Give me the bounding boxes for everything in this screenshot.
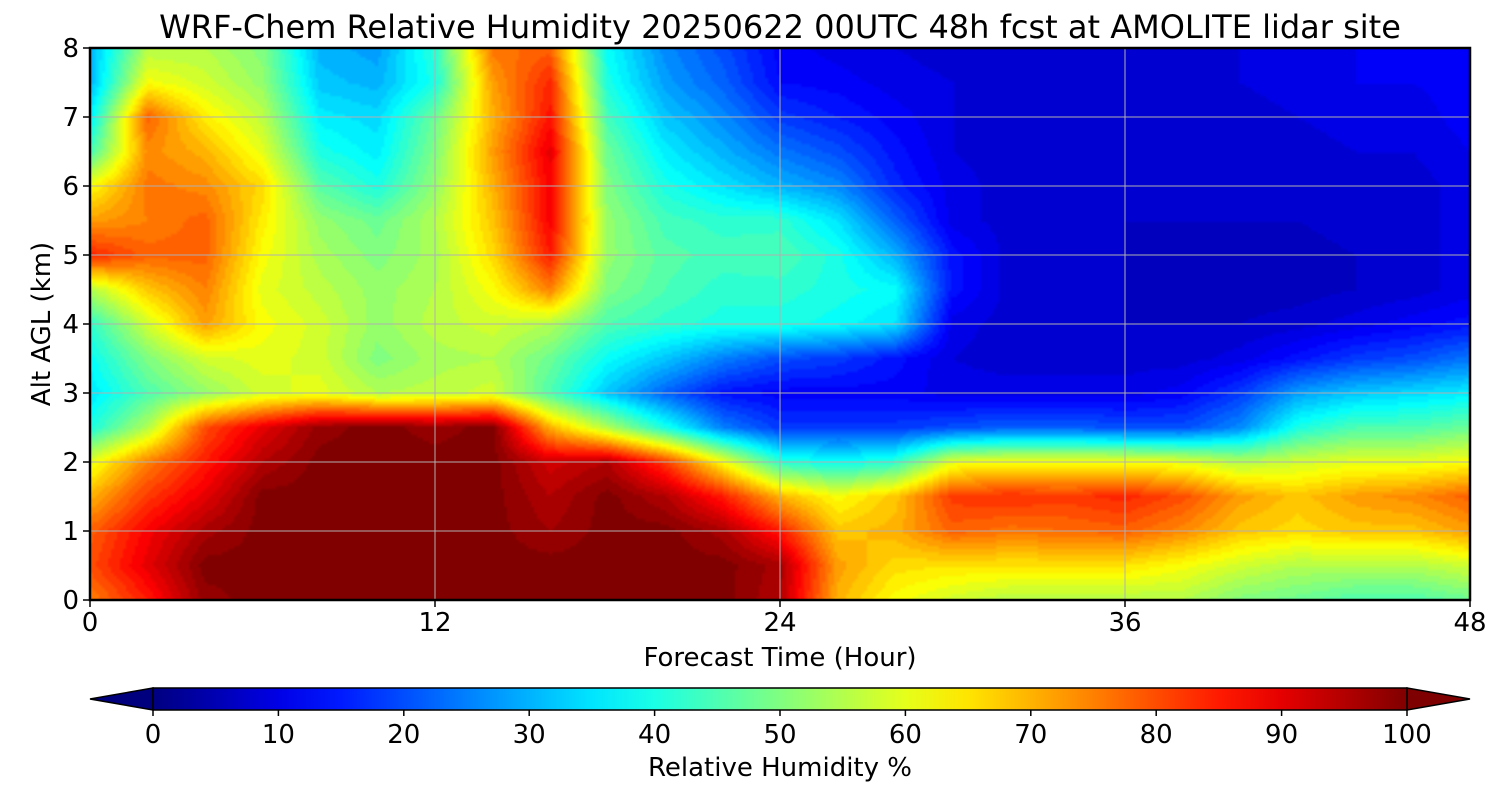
y-tick-label: 4 [62, 310, 79, 340]
colorbar-label: Relative Humidity % [648, 753, 912, 783]
y-tick-label: 1 [62, 517, 79, 547]
colorbar-tick-label: 50 [763, 720, 796, 750]
colorbar-tick-label: 90 [1265, 720, 1298, 750]
colorbar-tick-label: 70 [1014, 720, 1047, 750]
colorbar-tick-label: 30 [513, 720, 546, 750]
colorbar-tick-label: 60 [889, 720, 922, 750]
x-tick-label: 24 [763, 608, 796, 638]
y-tick-label: 7 [62, 103, 79, 133]
y-tick-label: 2 [62, 448, 79, 478]
colorbar-tick-label: 40 [638, 720, 671, 750]
colorbar-tick-label: 20 [387, 720, 420, 750]
x-tick-label: 48 [1453, 608, 1486, 638]
x-tick-label: 12 [418, 608, 451, 638]
colorbar-tick-label: 80 [1140, 720, 1173, 750]
y-tick-label: 3 [62, 379, 79, 409]
colorbar-extend-low [89, 687, 154, 711]
x-axis-ticks: 0 12 24 36 48 [82, 600, 1487, 638]
y-tick-label: 8 [62, 34, 79, 64]
x-tick-label: 0 [82, 608, 99, 638]
y-tick-label: 0 [62, 586, 79, 616]
colorbar: 0 10 20 30 40 50 60 70 80 90 100 [89, 687, 1471, 750]
x-axis-label: Forecast Time (Hour) [643, 643, 916, 673]
colorbar-gradient [152, 687, 1408, 711]
x-tick-label: 36 [1108, 608, 1141, 638]
colorbar-tick-label: 10 [262, 720, 295, 750]
colorbar-ticks: 0 10 20 30 40 50 60 70 80 90 100 [145, 710, 1432, 750]
chart-title: WRF-Chem Relative Humidity 20250622 00UT… [159, 8, 1401, 46]
y-tick-label: 5 [62, 241, 79, 271]
colorbar-tick-label: 100 [1382, 720, 1432, 750]
y-axis-ticks: 0 1 2 3 4 5 6 7 8 [62, 34, 90, 616]
colorbar-extend-high [1406, 687, 1471, 711]
colorbar-tick-label: 0 [145, 720, 162, 750]
y-axis-label: Alt AGL (km) [27, 242, 57, 406]
y-tick-label: 6 [62, 172, 79, 202]
